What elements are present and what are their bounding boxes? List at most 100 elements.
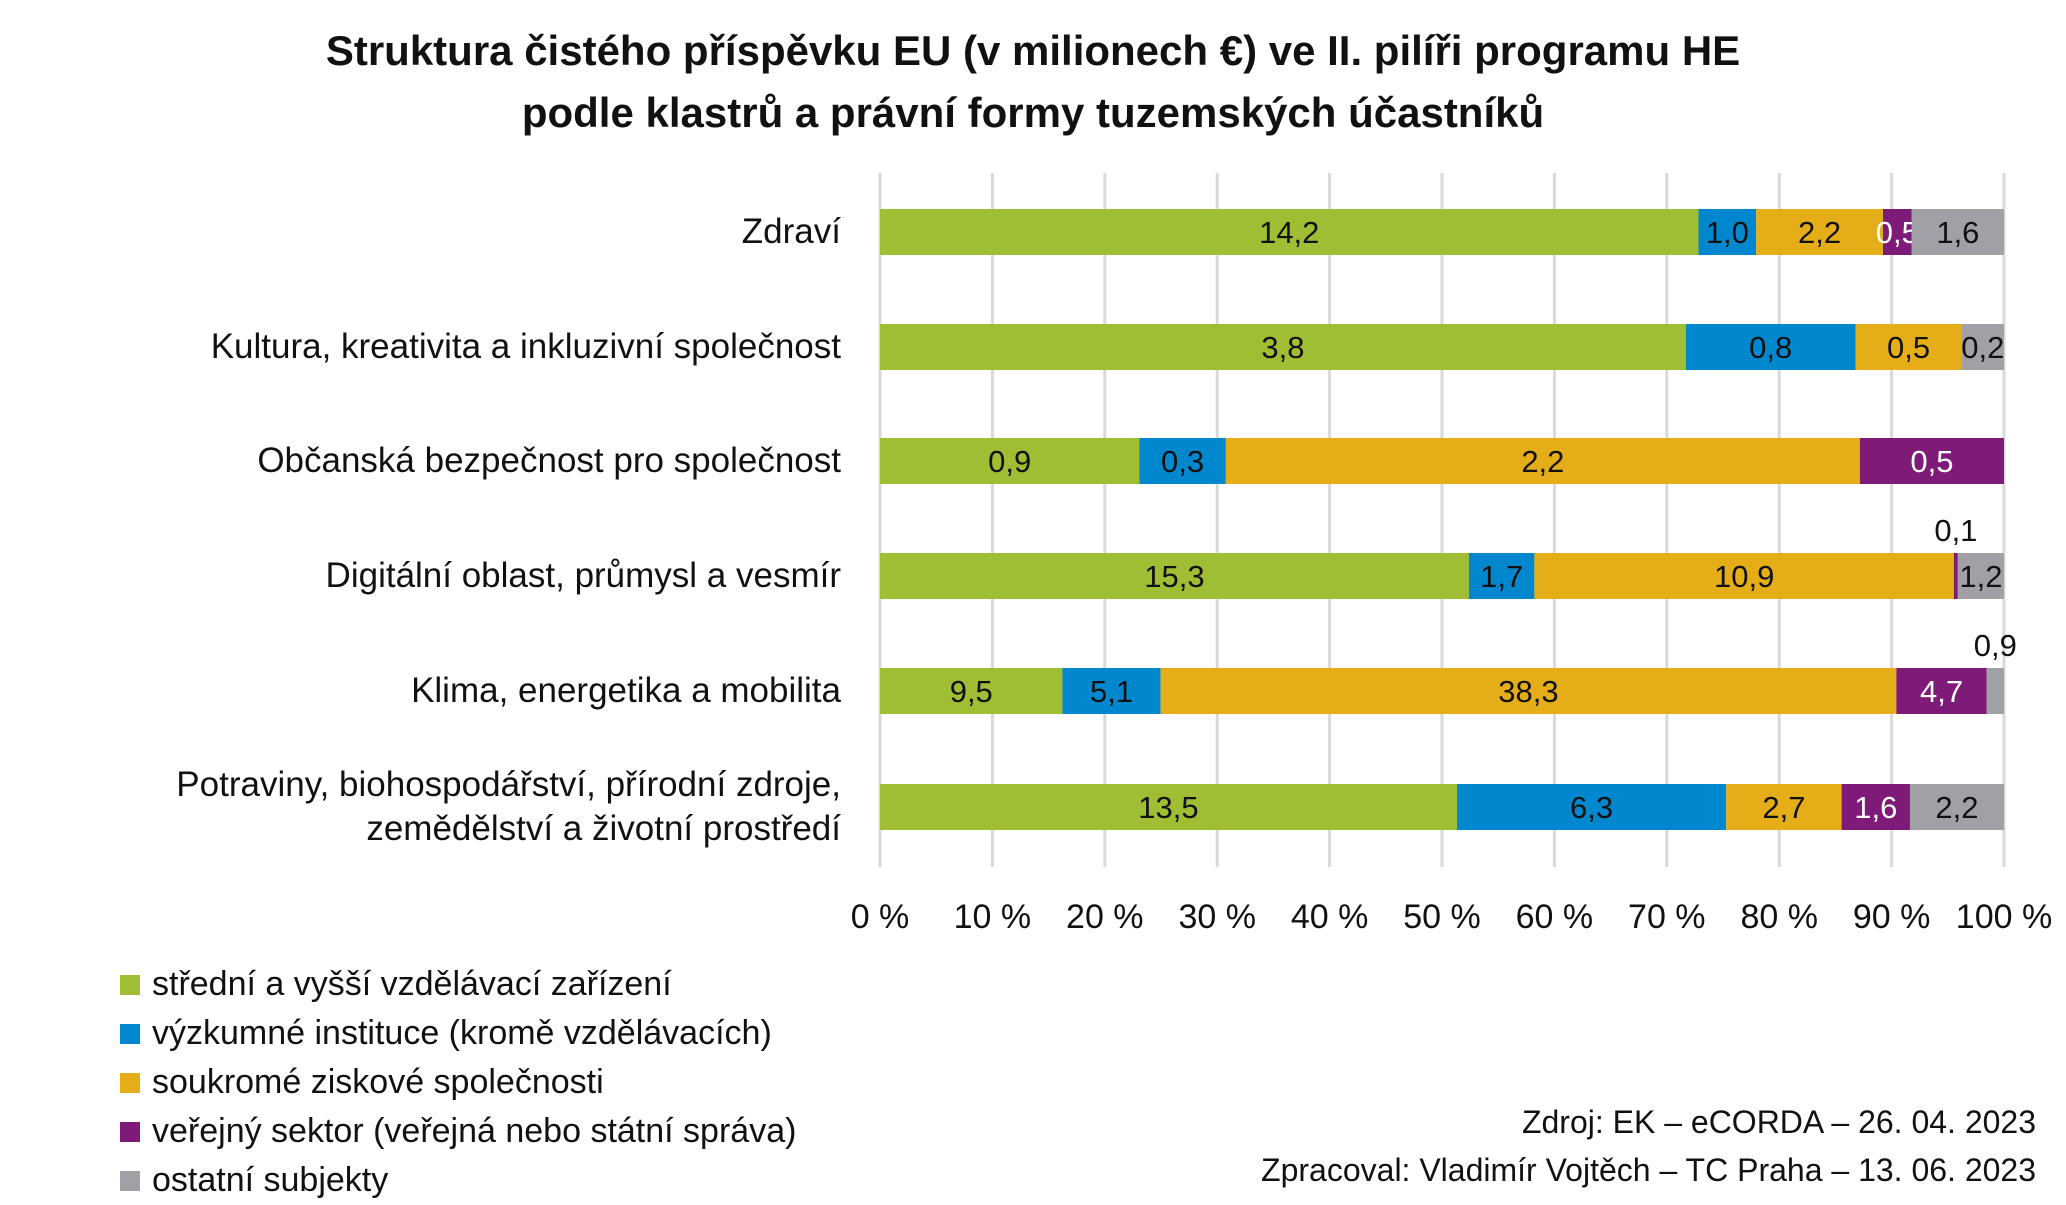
bar-segment — [880, 553, 1469, 599]
chart-title-line-2: podle klastrů a právní formy tuzemských … — [521, 89, 1545, 136]
x-tick-label: 80 % — [1740, 898, 1818, 936]
bar-segment — [1909, 784, 2004, 830]
bar-segment — [1756, 209, 1883, 255]
bar-segment — [1698, 209, 1757, 255]
legend-label: ostatní subjekty — [152, 1161, 389, 1199]
category-label-line: Klima, energetika a mobilita — [411, 671, 841, 710]
data-label: 0,1 — [1934, 513, 1977, 548]
data-label: 9,5 — [950, 674, 993, 709]
data-label: 0,8 — [1749, 330, 1792, 365]
source-note: Zdroj: EK – eCORDA – 26. 04. 2023 Zpraco… — [1261, 1098, 2036, 1194]
category-label-line: Zdraví — [741, 212, 841, 251]
data-label: 6,3 — [1570, 790, 1613, 825]
category-label: Digitální oblast, průmysl a vesmír — [326, 554, 841, 598]
data-label: 14,2 — [1259, 215, 1319, 250]
data-label: 0,5 — [1876, 215, 1919, 250]
data-label: 2,2 — [1521, 444, 1564, 479]
legend-label: střední a vyšší vzdělávací zařízení — [152, 965, 672, 1003]
category-label: Kultura, kreativita a inkluzivní společn… — [211, 325, 841, 369]
x-tick-label: 70 % — [1628, 898, 1706, 936]
bar-segment — [1062, 668, 1161, 714]
category-label: Zdraví — [742, 210, 841, 254]
x-tick-label: 30 % — [1178, 898, 1256, 936]
data-label: 5,1 — [1090, 674, 1133, 709]
bar-segment — [880, 324, 1686, 370]
category-label: Klima, energetika a mobilita — [411, 669, 841, 713]
bar-segment — [880, 438, 1140, 484]
x-tick-label: 0 % — [850, 898, 910, 936]
bar-segment — [1855, 324, 1962, 370]
data-label: 0,2 — [1961, 330, 2004, 365]
data-label: 2,2 — [1935, 790, 1978, 825]
chart-title-line-1: Struktura čistého příspěvku EU (v milion… — [325, 27, 1741, 74]
data-label: 3,8 — [1261, 330, 1304, 365]
data-label: 4,7 — [1920, 674, 1963, 709]
bar-segment — [1225, 438, 1860, 484]
legend: střední a vyšší vzdělávací zařízení výzku… — [120, 960, 796, 1205]
legend-item: soukromé ziskové společnosti — [120, 1058, 796, 1107]
data-label: 0,5 — [1910, 444, 1953, 479]
category-label-line: Kultura, kreativita a inkluzivní společn… — [210, 327, 841, 366]
bar-segment — [1685, 324, 1856, 370]
category-label: Potraviny, biohospodářství, přírodní zdr… — [176, 763, 841, 851]
x-tick-label: 10 % — [953, 898, 1032, 936]
category-label: Občanská bezpečnost pro společnost — [257, 439, 841, 483]
legend-label: výzkumné instituce (kromě vzdělávacích) — [152, 1014, 772, 1052]
bar-segment — [880, 209, 1699, 255]
chart-title: Struktura čistého příspěvku EU (v milion… — [0, 20, 2066, 144]
bar-segment — [1468, 553, 1535, 599]
x-tick-label: 60 % — [1515, 898, 1594, 936]
bar-segment — [1986, 668, 2004, 714]
data-label: 0,9 — [988, 444, 1031, 479]
bar-segment — [1859, 438, 2004, 484]
data-label: 38,3 — [1498, 674, 1558, 709]
legend-item: střední a vyšší vzdělávací zařízení — [120, 960, 796, 1009]
legend-swatch — [120, 1170, 140, 1191]
processed-by-line: Zpracoval: Vladimír Vojtěch – TC Praha –… — [1261, 1152, 2036, 1188]
legend-item: výzkumné instituce (kromě vzdělávacích) — [120, 1009, 796, 1058]
legend-swatch — [120, 1072, 140, 1093]
legend-swatch — [120, 1023, 140, 1044]
data-label: 1,7 — [1480, 559, 1523, 594]
legend-swatch — [120, 1121, 140, 1142]
bar-segment — [1911, 209, 2004, 255]
data-label: 15,3 — [1144, 559, 1204, 594]
x-tick-label: 90 % — [1852, 898, 1931, 936]
bar-segment — [1896, 668, 1987, 714]
bar-segment — [880, 784, 1457, 830]
bar-segment — [1882, 209, 1912, 255]
bar-segment — [1160, 668, 1897, 714]
source-line: Zdroj: EK – eCORDA – 26. 04. 2023 — [1521, 1104, 2036, 1140]
bar-segment — [1961, 324, 2004, 370]
data-label: 10,9 — [1714, 559, 1774, 594]
bar-segment — [1534, 553, 1954, 599]
legend-label: veřejný sektor (veřejná nebo státní sprá… — [152, 1112, 797, 1150]
category-label-line: zemědělství a životní prostředí — [366, 809, 841, 848]
bar-segment — [1139, 438, 1226, 484]
bar-segment — [1841, 784, 1910, 830]
bar-segment — [1953, 553, 1958, 599]
bar-segment — [880, 668, 1063, 714]
data-label: 0,3 — [1161, 444, 1204, 479]
data-label: 2,2 — [1798, 215, 1841, 250]
data-label: 2,7 — [1762, 790, 1805, 825]
bar-segment — [1456, 784, 1727, 830]
x-tick-label: 20 % — [1066, 898, 1144, 936]
x-tick-label: 100 % — [1955, 898, 2053, 936]
data-label: 1,6 — [1854, 790, 1897, 825]
data-label: 1,2 — [1959, 559, 2002, 594]
category-label-line: Občanská bezpečnost pro společnost — [257, 441, 841, 480]
legend-item: veřejný sektor (veřejná nebo státní sprá… — [120, 1107, 796, 1156]
data-label: 13,5 — [1138, 790, 1198, 825]
x-tick-label: 40 % — [1290, 898, 1369, 936]
legend-swatch — [120, 974, 140, 995]
data-label: 0,5 — [1887, 330, 1930, 365]
x-tick-label: 50 % — [1403, 898, 1481, 936]
category-label-line: Potraviny, biohospodářství, přírodní zdr… — [176, 765, 841, 804]
legend-label: soukromé ziskové společnosti — [152, 1063, 604, 1101]
category-label-line: Digitální oblast, průmysl a vesmír — [325, 556, 841, 595]
bar-segment — [1957, 553, 2004, 599]
data-label: 1,6 — [1936, 215, 1979, 250]
data-label: 0,9 — [1974, 628, 2017, 663]
